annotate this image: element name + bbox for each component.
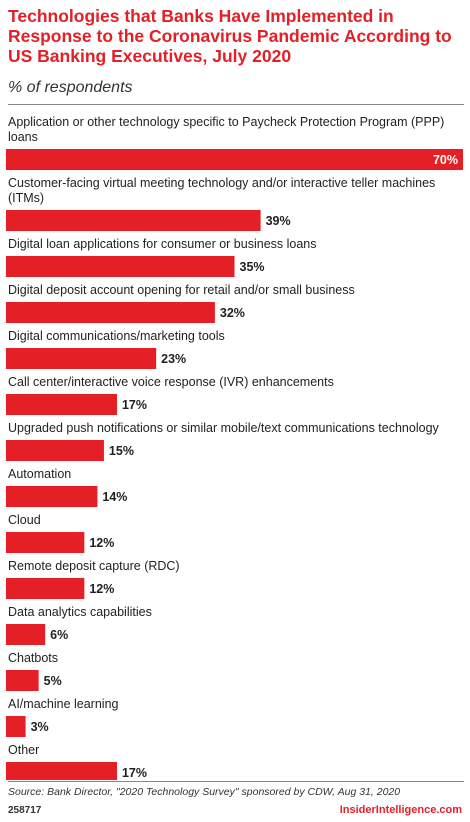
value-label: 5% xyxy=(44,674,62,688)
bar-chart: Application or other technology specific… xyxy=(6,115,463,780)
chart-id: 258717 xyxy=(8,805,42,816)
bar xyxy=(6,486,98,507)
category-label: Application or other technology specific… xyxy=(8,115,444,144)
bar xyxy=(6,302,215,323)
footer-divider xyxy=(8,781,464,782)
header-divider xyxy=(8,104,464,105)
chart-title: Technologies that Banks Have Implemented… xyxy=(8,6,452,66)
category-label: Digital communications/marketing tools xyxy=(8,329,225,343)
value-label: 23% xyxy=(161,352,186,366)
value-label: 35% xyxy=(240,260,265,274)
category-label: AI/machine learning xyxy=(8,697,119,711)
category-label: Digital loan applications for consumer o… xyxy=(8,237,317,251)
bar xyxy=(6,762,117,780)
value-label: 15% xyxy=(109,444,134,458)
value-label: 12% xyxy=(89,582,114,596)
value-label: 39% xyxy=(266,214,291,228)
category-label: Cloud xyxy=(8,513,41,527)
value-label: 32% xyxy=(220,306,245,320)
value-label: 3% xyxy=(31,720,49,734)
bar xyxy=(6,440,104,461)
bar xyxy=(6,348,157,369)
bar xyxy=(6,624,46,645)
category-label: Upgraded push notifications or similar m… xyxy=(8,421,440,435)
bar xyxy=(6,578,85,599)
brand-logo: InsiderIntelligence.com xyxy=(339,804,462,816)
value-label: 6% xyxy=(50,628,68,642)
bar xyxy=(6,394,117,415)
bar xyxy=(6,210,261,231)
chart-subtitle: % of respondents xyxy=(8,79,133,96)
value-label: 70% xyxy=(433,153,458,167)
category-label: Call center/interactive voice response (… xyxy=(8,375,334,389)
value-label: 17% xyxy=(122,398,147,412)
category-label: Customer-facing virtual meeting technolo… xyxy=(8,176,435,205)
category-label: Automation xyxy=(8,467,71,481)
category-label: Chatbots xyxy=(8,651,58,665)
value-label: 17% xyxy=(122,766,147,780)
category-label: Data analytics capabilities xyxy=(8,605,152,619)
category-label: Digital deposit account opening for reta… xyxy=(8,283,355,297)
category-label: Remote deposit capture (RDC) xyxy=(8,559,180,573)
value-label: 14% xyxy=(102,490,127,504)
bar xyxy=(6,532,85,553)
bar xyxy=(6,149,463,170)
bar xyxy=(6,716,26,737)
bar xyxy=(6,670,39,691)
bar xyxy=(6,256,235,277)
source-note: Source: Bank Director, "2020 Technology … xyxy=(8,786,401,798)
category-label: Other xyxy=(8,743,39,757)
value-label: 12% xyxy=(89,536,114,550)
